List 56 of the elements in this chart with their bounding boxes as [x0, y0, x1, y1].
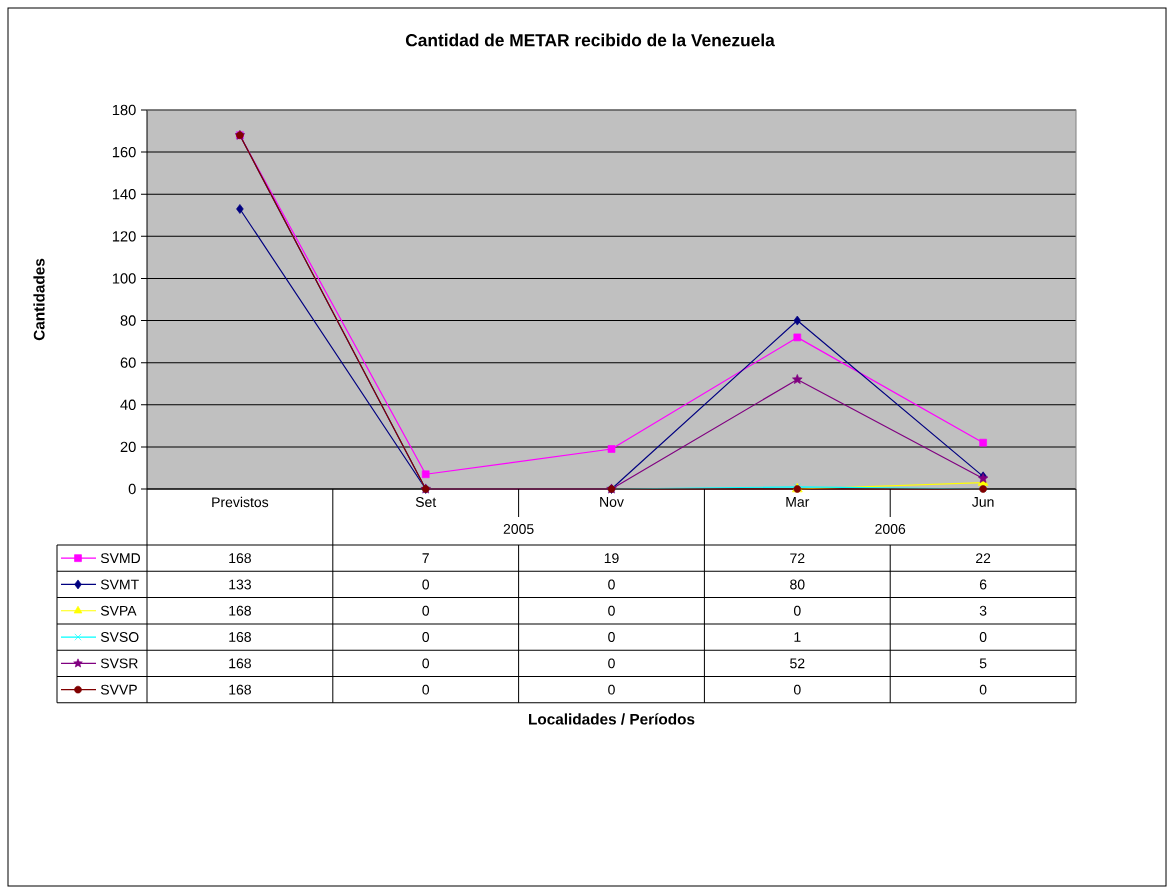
data-label: 1	[794, 632, 801, 642]
y-tick-label: 120	[112, 231, 136, 242]
x-tick-label: Previstos	[212, 496, 269, 508]
y-tick-label: 80	[120, 315, 136, 326]
data-label: 3	[979, 605, 987, 616]
data-label: 0	[608, 579, 615, 590]
text: 0	[608, 605, 615, 616]
legend-label: SVSR	[100, 658, 138, 669]
data-label: 0	[422, 658, 430, 669]
legend-label: SVVP	[100, 684, 137, 695]
data-label: 7	[422, 553, 429, 563]
data-label: 22	[976, 553, 991, 564]
x-tick-label: Mar	[786, 497, 810, 507]
data-label: 72	[790, 553, 805, 564]
x-tick-label: Set	[415, 497, 437, 507]
data-label: 168	[229, 658, 251, 669]
data-label: 0	[608, 658, 615, 669]
text: 2006	[875, 524, 906, 534]
y-tick-label: 60	[120, 357, 136, 368]
text: 168	[229, 605, 251, 616]
y-tick-label: 180	[112, 104, 136, 116]
legend-label: SVSO	[100, 632, 139, 643]
data-label: 0	[608, 632, 615, 643]
chart-title: Cantidad de METAR recibido de la Venezuela	[405, 33, 775, 47]
data-label: 133	[229, 579, 251, 590]
y-tick-label: 100	[112, 273, 136, 284]
data-label: 6	[979, 579, 987, 590]
text: 0	[422, 605, 430, 616]
data-label: 80	[790, 579, 805, 590]
legend-label: SVMD	[100, 553, 141, 564]
data-label: 168	[229, 684, 251, 695]
x-tick-label: Nov	[600, 497, 624, 507]
data-label: 5	[979, 658, 987, 669]
x-tick-label: Jun	[972, 497, 994, 507]
text: Localidades / Períodos	[529, 713, 695, 725]
data-label: 19	[604, 553, 619, 564]
data-label: 0	[979, 684, 987, 695]
data-label: 0	[422, 579, 430, 590]
data-label: 168	[229, 632, 251, 643]
data-label: 0	[422, 632, 430, 643]
data-label: 0	[979, 632, 987, 643]
y-axis-title: Cantidades	[33, 258, 45, 341]
y-tick-label: 0	[128, 483, 136, 495]
data-label: 0	[422, 684, 430, 695]
data-label: 168	[229, 553, 251, 564]
y-tick-label: 20	[120, 441, 136, 453]
data-label: 0	[793, 605, 801, 616]
y-tick-label: 160	[112, 146, 136, 158]
legend-label: SVPA	[100, 605, 137, 616]
data-label: 52	[790, 658, 805, 669]
data-label: 0	[793, 684, 801, 695]
y-tick-label: 40	[120, 399, 136, 410]
text: 2005	[503, 524, 534, 534]
y-tick-label: 140	[112, 189, 136, 200]
data-label: 0	[608, 684, 615, 695]
legend-label: SVMT	[100, 579, 139, 590]
